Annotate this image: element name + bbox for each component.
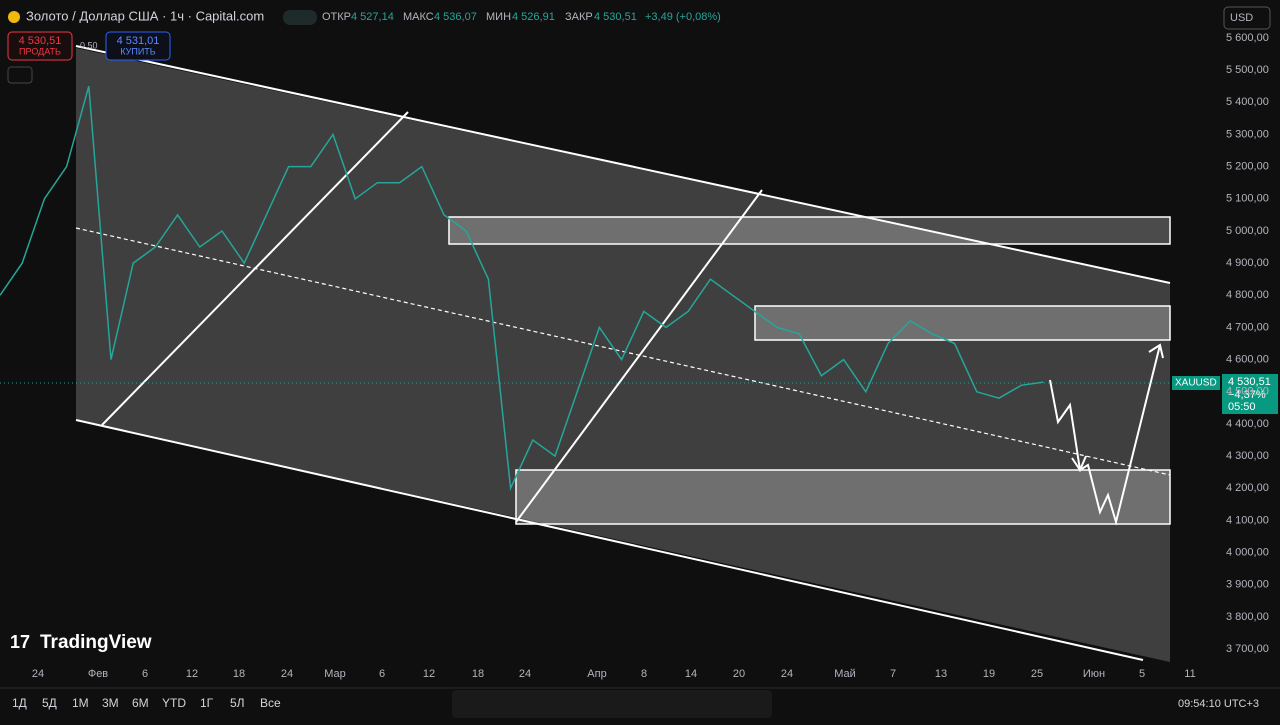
price-label: 4 600,00 bbox=[1226, 354, 1269, 366]
tag-countdown: 05:50 bbox=[1228, 401, 1256, 413]
ohlc: ЗАКР bbox=[565, 11, 593, 23]
time-label: Май bbox=[834, 668, 856, 680]
range-button[interactable]: 1М bbox=[72, 696, 89, 710]
range-button[interactable]: Все bbox=[260, 696, 281, 710]
buy-price[interactable]: 4 531,01 bbox=[117, 35, 160, 47]
price-label: 5 300,00 bbox=[1226, 128, 1269, 140]
tag-change: −4,37% bbox=[1228, 389, 1266, 401]
ohlc: 4 530,51 bbox=[594, 11, 637, 23]
time-label: 24 bbox=[32, 668, 44, 680]
time-label: 24 bbox=[519, 668, 531, 680]
time-label: 18 bbox=[472, 668, 484, 680]
time-label: 25 bbox=[1031, 668, 1043, 680]
range-button[interactable]: 3М bbox=[102, 696, 119, 710]
ohlc: 4 527,14 bbox=[351, 11, 394, 23]
symbol: Золото / Доллар США · 1ч · Capital.com bbox=[26, 8, 264, 23]
time-label: 13 bbox=[935, 668, 947, 680]
time-label: 24 bbox=[281, 668, 293, 680]
price-label: 4 700,00 bbox=[1226, 321, 1269, 333]
price-label: 5 400,00 bbox=[1226, 96, 1269, 108]
price-label: 4 900,00 bbox=[1226, 257, 1269, 269]
price-label: 5 600,00 bbox=[1226, 32, 1269, 44]
price-label: 5 200,00 bbox=[1226, 161, 1269, 173]
drawings bbox=[0, 45, 1220, 662]
price-label: 4 000,00 bbox=[1226, 546, 1269, 558]
sell-label[interactable]: ПРОДАТЬ bbox=[19, 46, 61, 56]
time-label: 7 bbox=[890, 668, 896, 680]
time-label: 18 bbox=[233, 668, 245, 680]
ohlc: ОТКР bbox=[322, 11, 351, 23]
time-label: 24 bbox=[781, 668, 793, 680]
price-label: 4 500,00 bbox=[1226, 386, 1269, 398]
ohlc: МИН bbox=[486, 11, 511, 23]
time-label: 19 bbox=[983, 668, 995, 680]
ohlc: 4 526,91 bbox=[512, 11, 555, 23]
time-label: 8 bbox=[641, 668, 647, 680]
price-label: 4 300,00 bbox=[1226, 450, 1269, 462]
range-button[interactable]: 5Л bbox=[230, 696, 245, 710]
price-label: 3 900,00 bbox=[1226, 579, 1269, 591]
price-line bbox=[0, 86, 1044, 491]
ohlc: МАКС bbox=[403, 11, 434, 23]
time-label: 14 bbox=[685, 668, 697, 680]
time-label: Фев bbox=[88, 668, 108, 680]
time-label: 12 bbox=[423, 668, 435, 680]
time-label: 6 bbox=[379, 668, 385, 680]
price-label: 5 000,00 bbox=[1226, 225, 1269, 237]
price-label: 4 100,00 bbox=[1226, 514, 1269, 526]
tag-symbol: XAUUSD bbox=[1175, 378, 1217, 389]
spread: 0,50 bbox=[80, 40, 98, 50]
time-label: Апр bbox=[587, 668, 606, 680]
ohlc: +3,49 (+0,08%) bbox=[645, 11, 721, 23]
time-label: 20 bbox=[733, 668, 745, 680]
time-label: Мар bbox=[324, 668, 346, 680]
time-label: 12 bbox=[186, 668, 198, 680]
time-label: 6 bbox=[142, 668, 148, 680]
buy-label[interactable]: КУПИТЬ bbox=[120, 46, 155, 56]
price-label: 5 100,00 bbox=[1226, 193, 1269, 205]
logo: TradingView bbox=[40, 632, 152, 653]
price-label: 4 800,00 bbox=[1226, 289, 1269, 301]
range-button[interactable]: YTD bbox=[162, 696, 186, 710]
sell-price[interactable]: 4 530,51 bbox=[19, 35, 62, 47]
clock: 09:54:10 UTC+3 bbox=[1178, 698, 1259, 710]
price-label: 4 200,00 bbox=[1226, 482, 1269, 494]
currency[interactable]: USD bbox=[1230, 12, 1253, 24]
range-button[interactable]: 5Д bbox=[42, 696, 57, 710]
time-label: 5 bbox=[1139, 668, 1145, 680]
range-button[interactable]: 6М bbox=[132, 696, 149, 710]
price-label: 3 700,00 bbox=[1226, 643, 1269, 655]
time-label: 11 bbox=[1184, 668, 1195, 680]
price-label: 5 500,00 bbox=[1226, 64, 1269, 76]
range-button[interactable]: 1Г bbox=[200, 696, 214, 710]
range-button[interactable]: 1Д bbox=[12, 696, 27, 710]
price-label: 4 400,00 bbox=[1226, 418, 1269, 430]
price-label: 3 800,00 bbox=[1226, 611, 1269, 623]
logo-mark: 17 bbox=[10, 632, 30, 652]
time-label: Июн bbox=[1083, 668, 1105, 680]
tag-price: 4 530,51 bbox=[1228, 376, 1271, 388]
ohlc: 4 536,07 bbox=[434, 11, 477, 23]
